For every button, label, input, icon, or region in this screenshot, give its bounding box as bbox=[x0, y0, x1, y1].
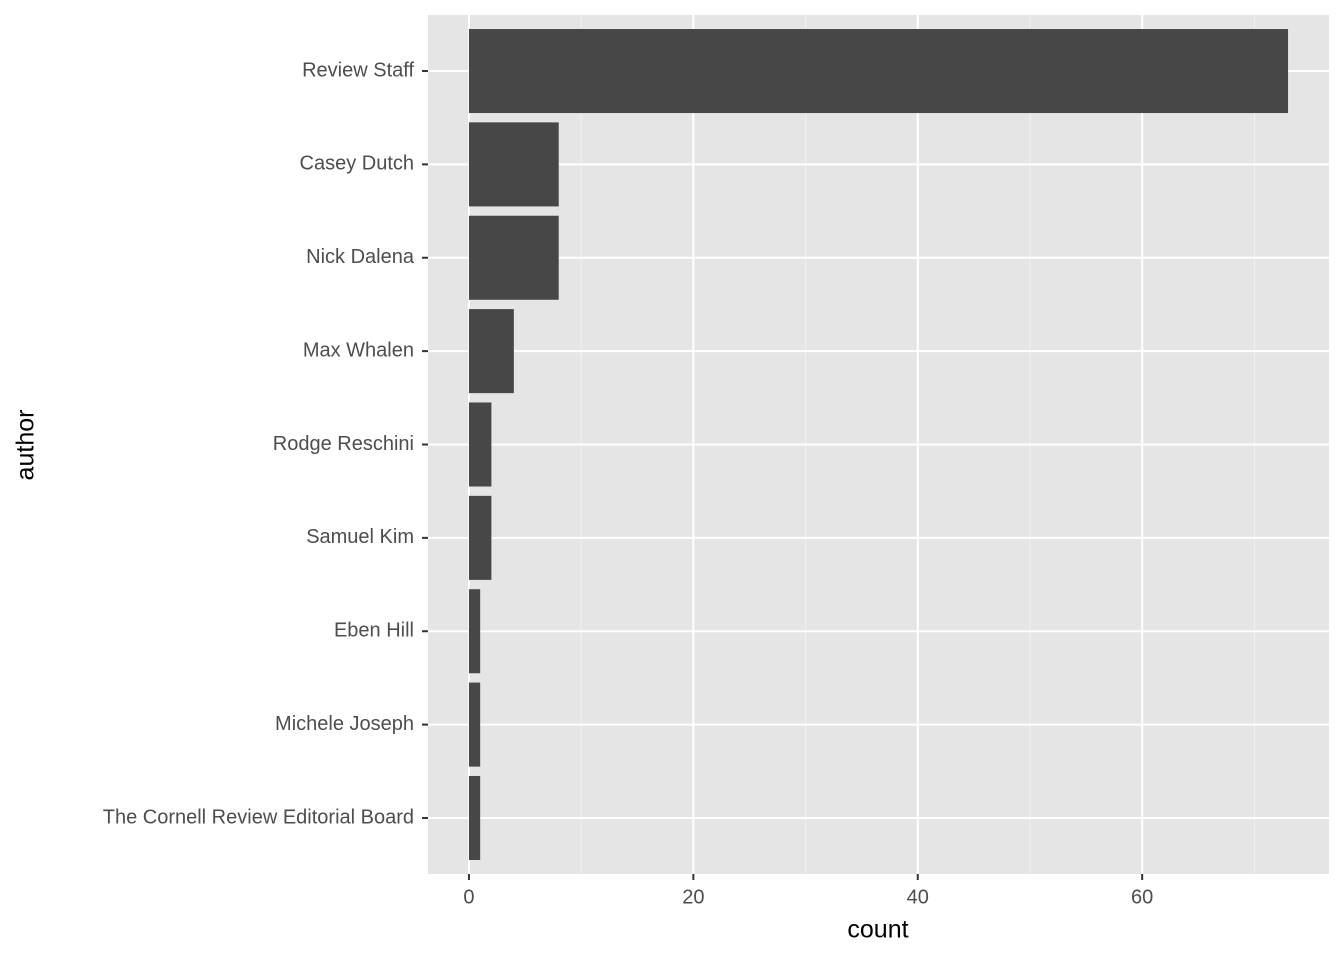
bar bbox=[468, 775, 481, 860]
bar bbox=[468, 682, 481, 767]
bar bbox=[468, 122, 559, 207]
y-tick-label: Michele Joseph bbox=[275, 713, 414, 735]
bar bbox=[468, 589, 481, 674]
y-tick-label: Max Whalen bbox=[303, 339, 414, 361]
bar bbox=[468, 215, 559, 300]
bar bbox=[468, 402, 492, 487]
y-tick-label: Nick Dalena bbox=[306, 246, 415, 268]
y-tick-label: The Cornell Review Editorial Board bbox=[103, 806, 414, 828]
y-axis-title: author bbox=[12, 410, 40, 481]
x-tick-label: 0 bbox=[463, 886, 474, 908]
y-tick-label: Review Staff bbox=[302, 59, 414, 81]
bar bbox=[468, 309, 514, 394]
y-tick-label: Samuel Kim bbox=[306, 526, 414, 548]
y-tick-label: Casey Dutch bbox=[300, 153, 415, 175]
y-tick-label: Rodge Reschini bbox=[273, 433, 414, 455]
x-tick-label: 20 bbox=[682, 886, 704, 908]
bar bbox=[468, 29, 1289, 114]
x-tick-label: 40 bbox=[907, 886, 929, 908]
x-axis-title: count bbox=[847, 916, 908, 944]
y-tick-label: Eben Hill bbox=[334, 620, 414, 642]
bar bbox=[468, 495, 492, 580]
x-tick-label: 60 bbox=[1131, 886, 1153, 908]
